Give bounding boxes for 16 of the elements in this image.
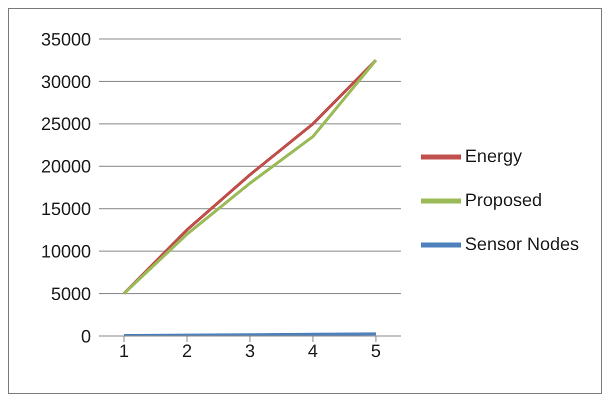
x-tick-label: 5 [370,340,381,361]
x-tick-label: 2 [182,340,192,361]
y-tick-label: 0 [80,326,91,346]
x-tick-label: 4 [308,340,318,361]
y-tick-label: 35000 [40,29,91,50]
y-tick-label: 15000 [40,199,91,220]
x-tick-label: 1 [118,340,130,361]
y-tick-label: 20000 [40,156,91,177]
y-tick-label: 30000 [40,72,91,92]
legend-label: Sensor Nodes [464,234,579,254]
y-tick-label: 5000 [50,284,91,304]
y-tick-label: 25000 [40,114,91,134]
legend-label: Proposed [464,190,542,210]
y-tick-label: 10000 [40,242,91,262]
x-tick-label: 3 [244,340,255,361]
legend-label: Energy [464,146,522,166]
